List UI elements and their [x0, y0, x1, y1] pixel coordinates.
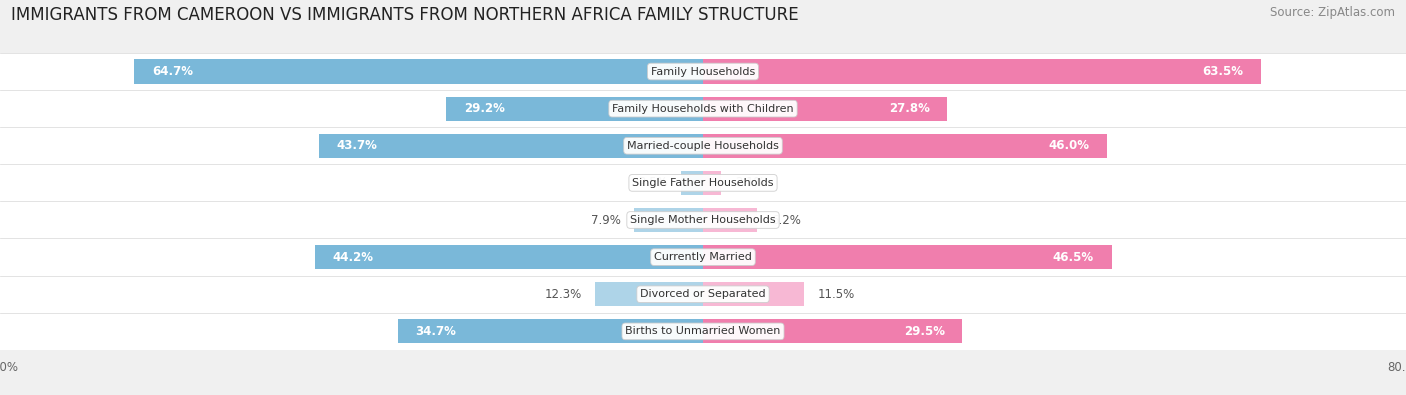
FancyBboxPatch shape: [0, 275, 1406, 313]
FancyBboxPatch shape: [0, 90, 1406, 128]
Text: Married-couple Households: Married-couple Households: [627, 141, 779, 151]
Bar: [315, 245, 703, 269]
Bar: [319, 134, 703, 158]
Text: Family Households: Family Households: [651, 66, 755, 77]
Text: Births to Unmarried Women: Births to Unmarried Women: [626, 326, 780, 337]
Bar: [703, 282, 804, 306]
Bar: [398, 319, 703, 343]
Legend: Immigrants from Cameroon, Immigrants from Northern Africa: Immigrants from Cameroon, Immigrants fro…: [485, 394, 921, 395]
Bar: [135, 60, 703, 84]
Bar: [703, 134, 1108, 158]
Text: 7.9%: 7.9%: [591, 214, 620, 226]
Text: 43.7%: 43.7%: [336, 139, 377, 152]
Bar: [703, 319, 962, 343]
Text: Single Father Households: Single Father Households: [633, 178, 773, 188]
Text: Divorced or Separated: Divorced or Separated: [640, 289, 766, 299]
Text: 34.7%: 34.7%: [416, 325, 457, 338]
Text: 2.1%: 2.1%: [734, 177, 765, 189]
Text: 29.5%: 29.5%: [904, 325, 945, 338]
Bar: [595, 282, 703, 306]
Bar: [703, 208, 758, 232]
Text: 11.5%: 11.5%: [817, 288, 855, 301]
FancyBboxPatch shape: [0, 239, 1406, 276]
Text: 27.8%: 27.8%: [889, 102, 929, 115]
Bar: [703, 97, 948, 121]
Bar: [681, 171, 703, 195]
FancyBboxPatch shape: [0, 312, 1406, 350]
Text: 46.0%: 46.0%: [1049, 139, 1090, 152]
Text: 2.5%: 2.5%: [638, 177, 668, 189]
Text: 46.5%: 46.5%: [1053, 251, 1094, 263]
FancyBboxPatch shape: [0, 127, 1406, 164]
Text: 29.2%: 29.2%: [464, 102, 505, 115]
FancyBboxPatch shape: [0, 164, 1406, 201]
Bar: [703, 60, 1261, 84]
FancyBboxPatch shape: [0, 53, 1406, 90]
Bar: [447, 97, 703, 121]
Bar: [634, 208, 703, 232]
Text: Family Households with Children: Family Households with Children: [612, 103, 794, 114]
Text: 64.7%: 64.7%: [152, 65, 193, 78]
Bar: [703, 171, 721, 195]
Text: Currently Married: Currently Married: [654, 252, 752, 262]
Text: Single Mother Households: Single Mother Households: [630, 215, 776, 225]
Text: IMMIGRANTS FROM CAMEROON VS IMMIGRANTS FROM NORTHERN AFRICA FAMILY STRUCTURE: IMMIGRANTS FROM CAMEROON VS IMMIGRANTS F…: [11, 6, 799, 24]
Text: 12.3%: 12.3%: [544, 288, 582, 301]
Text: 6.2%: 6.2%: [770, 214, 800, 226]
Text: Source: ZipAtlas.com: Source: ZipAtlas.com: [1270, 6, 1395, 19]
Text: 44.2%: 44.2%: [332, 251, 373, 263]
Bar: [703, 245, 1112, 269]
FancyBboxPatch shape: [0, 201, 1406, 239]
Text: 63.5%: 63.5%: [1202, 65, 1243, 78]
